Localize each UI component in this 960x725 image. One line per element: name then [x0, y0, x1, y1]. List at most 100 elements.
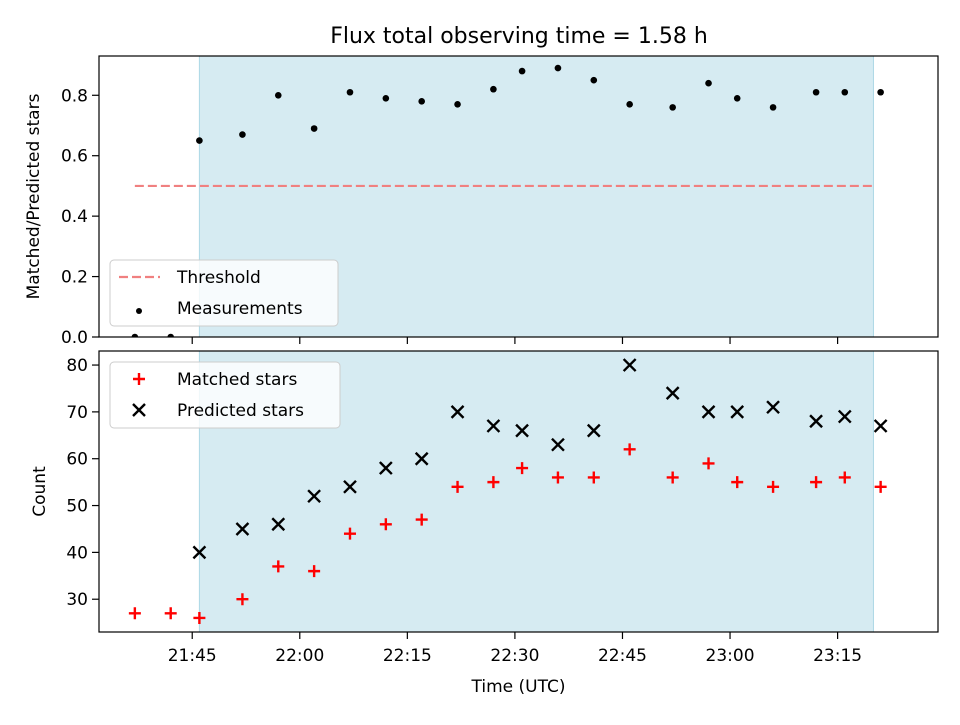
predicted-star-point [809, 414, 823, 429]
legend-measurement-swatch [136, 308, 142, 314]
y-tick-label: 60 [66, 450, 88, 470]
plot-area [128, 358, 888, 624]
predicted-star-point [378, 461, 393, 475]
matched-star-point [164, 607, 177, 620]
series-predicted-stars [192, 358, 888, 560]
legend-label: Matched stars [177, 370, 297, 390]
y-tick-label: 70 [66, 403, 88, 423]
matched-star-point [810, 476, 823, 489]
predicted-star-point [837, 409, 852, 424]
predicted-star-point [701, 405, 716, 419]
chart-title: Flux total observing time = 1.58 h [330, 24, 708, 49]
predicted-star-point [873, 419, 888, 433]
matched-star-point [874, 480, 887, 493]
matched-star-point [587, 471, 600, 484]
y-tick-label: 0.4 [61, 207, 88, 227]
measurement-point [239, 131, 246, 138]
measurement-point [812, 88, 820, 96]
matched-star-point [666, 471, 679, 484]
legend-label: Measurements [177, 299, 303, 319]
matched-star-point [838, 471, 851, 484]
legend-label: Predicted stars [177, 401, 304, 421]
measurement-point [454, 101, 461, 108]
y-tick-label: 30 [66, 590, 88, 610]
predicted-star-point [730, 405, 745, 419]
predicted-star-point [343, 479, 357, 494]
series-matched-stars [128, 443, 887, 624]
x-tick-label: 21:45 [168, 646, 217, 666]
measurement-point [554, 64, 562, 72]
matched-star-point [415, 513, 428, 526]
predicted-star-point [235, 522, 250, 536]
matched-star-point [236, 593, 249, 606]
legend-box [109, 361, 341, 429]
legend-matched-swatch [133, 373, 145, 385]
measurement-point [131, 333, 139, 337]
measurement-point [590, 76, 598, 84]
x-tick-label: 23:00 [706, 646, 755, 666]
measurement-point [167, 333, 175, 337]
x-tick-label: 22:15 [383, 646, 432, 666]
matched-star-point [451, 480, 464, 493]
y-tick-label: 0.8 [61, 86, 88, 106]
top-panel: 0.0 0.2 0.4 0.6 0.8 Matched/Predicted stars Th… [24, 55, 939, 348]
matched-star-point [731, 476, 744, 489]
bottom-panel: 30 40 50 60 70 80 21:45 22:00 22:15 22:30 22:45 23:… [30, 350, 939, 697]
predicted-star-point [766, 400, 780, 415]
plot-area [131, 64, 884, 337]
matched-star-point [767, 480, 780, 493]
matched-star-point [193, 611, 206, 624]
measurement-point [669, 104, 676, 111]
predicted-star-point [622, 358, 637, 372]
measurement-point [490, 85, 497, 93]
measurement-point [733, 95, 741, 102]
measurement-point [841, 88, 849, 96]
y-tick-label: 0.2 [61, 268, 88, 288]
legend-box [109, 259, 339, 327]
predicted-star-point [192, 545, 207, 560]
y-axis-label: Matched/Predicted stars [24, 93, 44, 299]
predicted-star-point [307, 489, 321, 504]
x-axis-label: Time (UTC) [471, 677, 566, 697]
measurement-point [274, 91, 282, 99]
legend: Matched stars Predicted stars [109, 361, 341, 429]
y-tick-label: 0.6 [61, 147, 88, 167]
y-tick-label: 40 [66, 543, 88, 563]
axes-frame [98, 55, 939, 338]
predicted-star-point [450, 405, 465, 419]
matched-star-point [308, 565, 321, 578]
predicted-star-point [271, 517, 286, 532]
y-tick-label: 50 [66, 497, 88, 517]
matched-star-point [487, 476, 500, 489]
measurement-point [705, 79, 712, 87]
measurement-point [626, 101, 633, 108]
matched-star-point [343, 527, 356, 540]
measurement-point [382, 95, 390, 102]
legend-predicted-swatch [132, 403, 146, 417]
series-measurements [131, 64, 884, 337]
predicted-star-point [586, 423, 601, 438]
measurement-point [418, 98, 425, 105]
x-tick-label: 22:00 [275, 646, 324, 666]
predicted-star-point [486, 419, 501, 433]
measurement-point [877, 88, 884, 96]
legend-label: Threshold [176, 268, 261, 288]
measurement-point [769, 104, 777, 111]
predicted-star-point [551, 437, 565, 452]
measurement-point [196, 137, 203, 144]
measurement-point [518, 67, 526, 75]
axes-frame [98, 350, 939, 633]
y-tick-label: 0.0 [61, 328, 88, 348]
matched-star-point [128, 607, 141, 620]
predicted-star-point [665, 386, 680, 400]
matched-star-point [702, 457, 715, 470]
measurement-point [310, 125, 318, 132]
y-tick-label: 80 [66, 356, 88, 376]
measurement-point [346, 88, 354, 96]
predicted-star-point [414, 451, 429, 466]
x-tick-label: 22:30 [490, 646, 539, 666]
y-axis-label: Count [30, 466, 50, 517]
legend: Threshold Measurements [109, 259, 339, 327]
